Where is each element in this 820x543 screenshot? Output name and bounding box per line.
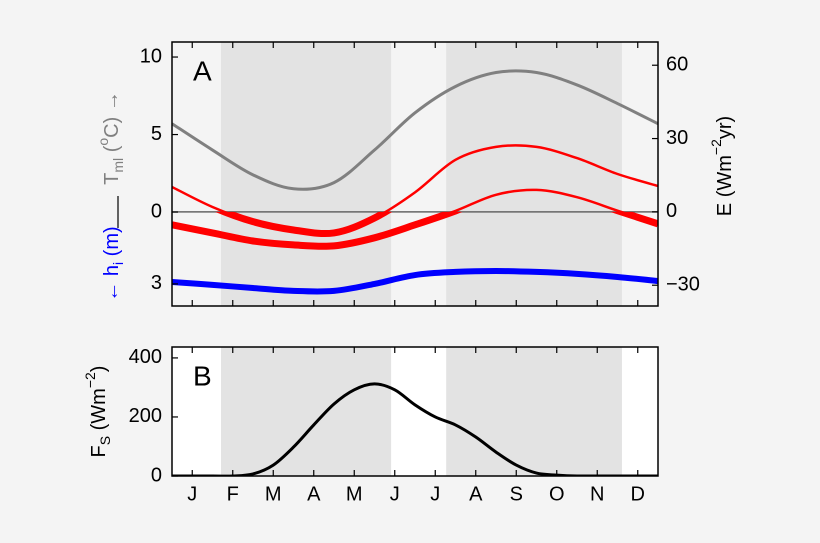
label-part: (m) [101,226,123,262]
axis-label: FS (Wm−2) [82,366,113,458]
shaded-span [221,42,392,306]
label-part: T [101,173,123,185]
x-tick-label: J [430,483,440,505]
label-part: ← h [101,265,123,302]
axis-label: ← hi (m) [101,226,125,301]
label-part: S [97,436,113,445]
shaded-span [221,347,392,476]
x-tick-label: A [469,483,483,505]
label-part: −2 [82,372,98,388]
series-line-below-zero [215,211,393,238]
panel-label: B [193,360,212,391]
x-tick-label: S [510,483,523,505]
x-tick-label: D [631,483,645,505]
y-tick-label: 10 [140,45,162,67]
series-line [172,382,658,476]
label-part: (Wm [88,388,110,436]
shaded-span [446,347,622,476]
x-tick-label: J [187,483,197,505]
label-part: o [95,138,111,146]
x-tick-label: A [307,483,321,505]
label-part: i [110,262,126,265]
y-tick-label: 3 [151,272,162,294]
label-part: C) → [101,91,123,138]
x-tick-label: O [549,483,565,505]
panel-label: A [193,55,212,86]
y-tick-label: 200 [129,405,162,427]
label-part: −2 [708,139,724,155]
plot-frame [171,41,659,307]
plot-frame [171,346,659,477]
series-line-below-zero [172,211,658,250]
x-tick-label: J [390,483,400,505]
y-tick-label: 5 [151,123,162,145]
axis-label: E (Wm−2yr) [708,116,737,216]
x-tick-label: F [227,483,239,505]
series-line [172,69,658,191]
series-line [172,267,658,295]
label-part: ml [110,158,126,173]
y-tick-label: 0 [666,200,677,222]
y-tick-label: 0 [151,200,162,222]
y-tick-label: 30 [666,127,688,149]
label-part: E (Wm [714,155,736,216]
y-tick-label: −30 [666,274,700,296]
x-tick-label: N [590,483,604,505]
y-tick-label: 400 [129,346,162,368]
x-tick-label: M [346,483,363,505]
y-tick-label: 60 [666,54,688,76]
shaded-span [446,42,622,306]
label-part: F [88,445,110,457]
x-tick-label: M [265,483,282,505]
y-tick-label: 0 [151,464,162,486]
label-part: ( [101,145,123,158]
axis-label: Tml (oC) → [95,91,126,185]
label-part: yr) [714,116,736,139]
label-part: ) [88,366,110,373]
